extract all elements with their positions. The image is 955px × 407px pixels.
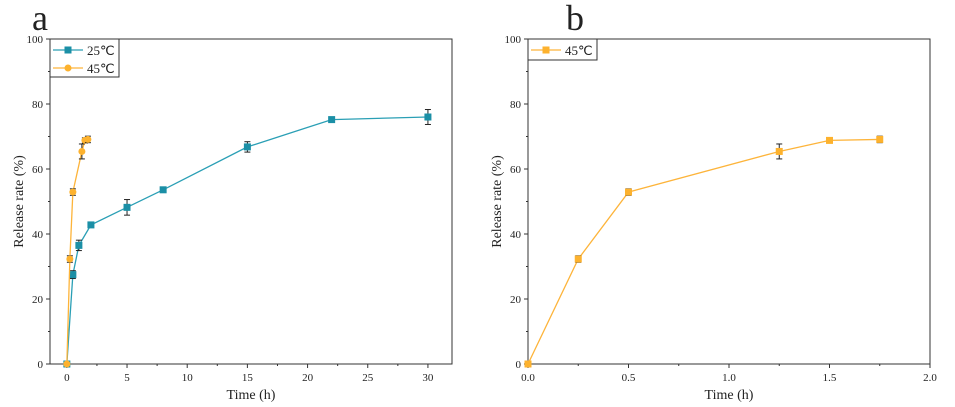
series-line <box>66 116 428 365</box>
x-tick-label: 10 <box>182 372 194 384</box>
x-tick-label: 15 <box>242 372 254 384</box>
data-point <box>123 203 131 211</box>
legend: 45℃ <box>527 38 598 61</box>
data-point <box>876 135 884 143</box>
x-axis-label: Time (h) <box>705 388 754 403</box>
data-point <box>63 360 71 368</box>
panel-label: b <box>566 0 584 38</box>
y-tick-label: 0 <box>38 359 44 371</box>
legend-box <box>527 38 598 61</box>
series-0 <box>524 135 884 368</box>
data-point <box>84 135 92 143</box>
y-tick-label: 100 <box>27 34 44 46</box>
legend-marker <box>64 64 72 72</box>
chart-panel-b: b 0 20 40 60 80 100 0.0 0.5 1.0 1.5 2.0 Time (h) Rele… <box>490 0 937 403</box>
data-point <box>159 186 167 194</box>
data-point <box>625 188 632 196</box>
data-point <box>78 147 86 155</box>
x-tick-label: 1.0 <box>722 372 736 384</box>
plot-frame <box>527 38 931 365</box>
x-tick-label: 0.0 <box>521 372 535 384</box>
x-tick-label: 0.5 <box>622 372 636 384</box>
y-tick-label: 40 <box>510 229 522 241</box>
data-point <box>69 271 77 279</box>
x-tick-label: 30 <box>422 372 434 384</box>
y-tick-label: 40 <box>32 229 44 241</box>
y-tick-label: 80 <box>32 99 44 111</box>
legend-label: 45℃ <box>87 61 115 76</box>
y-tick-label: 20 <box>32 294 44 306</box>
data-point <box>826 136 833 144</box>
panel-label: a <box>32 0 48 38</box>
chart-panel-a: a 0 20 40 60 80 100 0 5 10 15 20 25 30 Time (h) Release… <box>12 0 453 403</box>
y-tick-label: 60 <box>510 164 522 176</box>
x-tick-label: 5 <box>124 372 130 384</box>
y-tick-label: 60 <box>32 164 44 176</box>
x-tick-label: 0 <box>64 372 70 384</box>
legend-marker <box>542 46 550 54</box>
data-point <box>328 116 336 124</box>
data-point <box>66 255 74 263</box>
x-tick-label: 2.0 <box>923 372 937 384</box>
legend-box <box>49 38 120 78</box>
plot-frame <box>49 38 453 365</box>
data-point <box>87 221 95 229</box>
y-axis-label: Release rate (%) <box>490 155 505 248</box>
series-1 <box>63 135 92 368</box>
data-point <box>75 241 83 249</box>
data-point <box>775 147 783 155</box>
legend-label: 25℃ <box>87 43 115 58</box>
data-point <box>243 143 251 151</box>
data-point <box>524 360 532 368</box>
y-tick-label: 80 <box>510 99 522 111</box>
y-tick-label: 100 <box>505 34 522 46</box>
data-point <box>424 113 432 121</box>
series-0 <box>63 109 432 368</box>
x-tick-label: 1.5 <box>823 372 837 384</box>
x-tick-label: 25 <box>362 372 374 384</box>
data-point <box>69 188 77 196</box>
data-point <box>574 255 582 263</box>
legend-label: 45℃ <box>565 43 593 58</box>
y-axis-label: Release rate (%) <box>12 155 27 248</box>
x-axis-label: Time (h) <box>227 388 276 403</box>
y-tick-label: 20 <box>510 294 522 306</box>
series-line <box>527 138 880 365</box>
x-tick-label: 20 <box>302 372 314 384</box>
legend: 25℃45℃ <box>49 38 120 78</box>
legend-marker <box>64 46 72 54</box>
y-tick-label: 0 <box>516 359 522 371</box>
